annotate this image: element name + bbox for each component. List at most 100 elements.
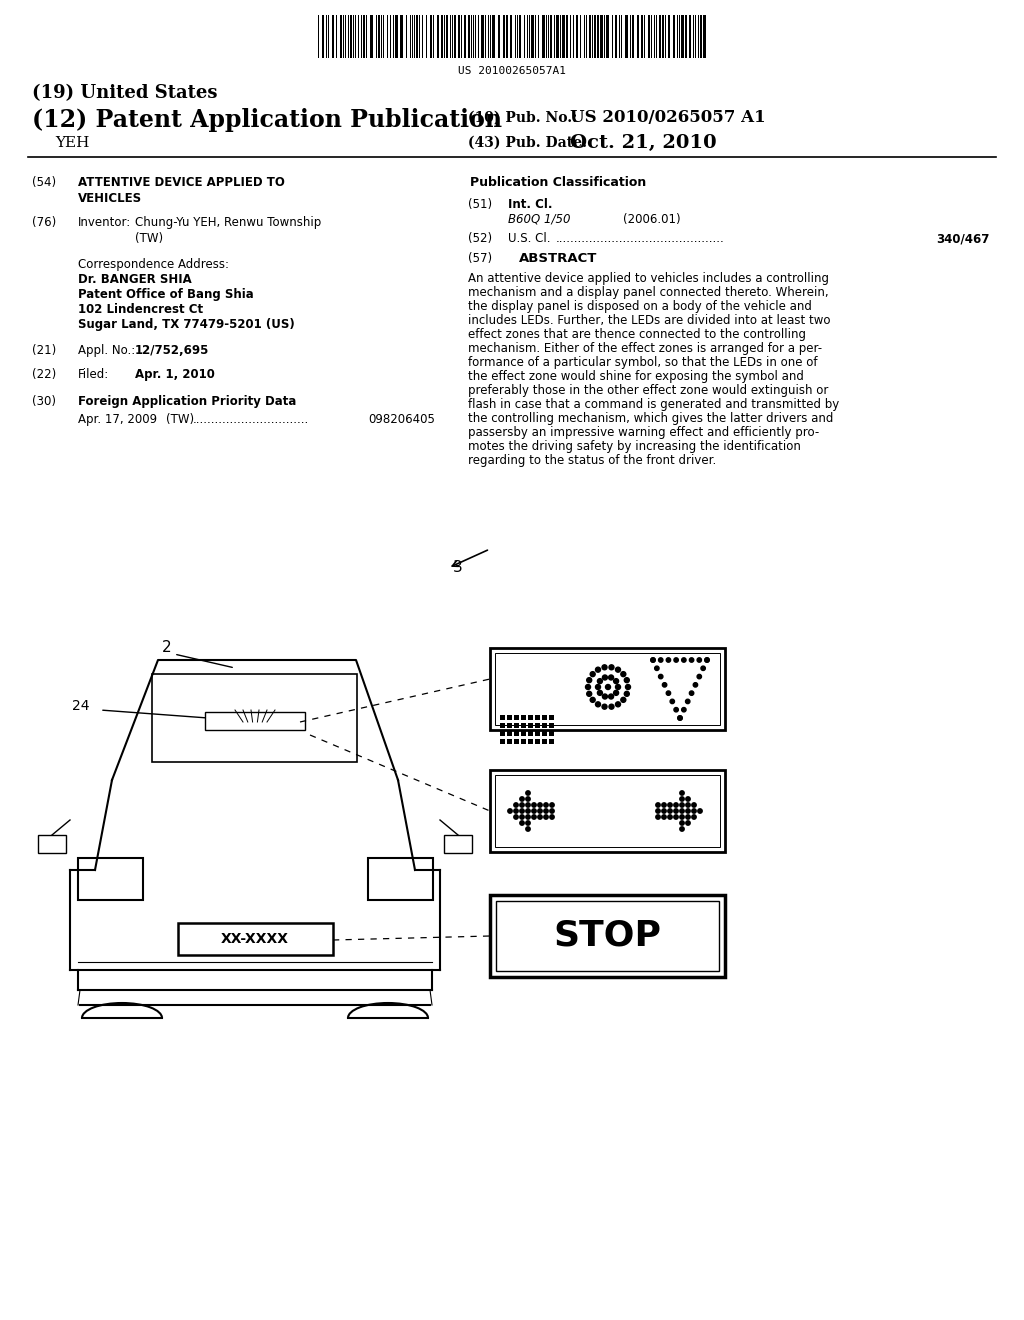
Text: (54): (54) — [32, 176, 56, 189]
Circle shape — [692, 814, 696, 820]
Circle shape — [520, 809, 524, 813]
Circle shape — [658, 675, 663, 678]
Circle shape — [538, 803, 542, 808]
Text: Correspondence Address:: Correspondence Address: — [78, 257, 229, 271]
Circle shape — [621, 672, 626, 677]
Text: (57): (57) — [468, 252, 493, 265]
Circle shape — [550, 803, 554, 808]
Bar — [549, 723, 554, 729]
Circle shape — [525, 821, 530, 825]
Text: Patent Office of Bang Shia: Patent Office of Bang Shia — [78, 288, 254, 301]
Circle shape — [615, 667, 621, 672]
Text: effect zones that are thence connected to the controlling: effect zones that are thence connected t… — [468, 327, 806, 341]
Bar — [38, 836, 66, 853]
Bar — [500, 731, 505, 737]
Bar — [542, 715, 547, 719]
Circle shape — [525, 791, 530, 795]
Bar — [503, 15, 505, 58]
Text: (22): (22) — [32, 368, 56, 381]
Circle shape — [596, 702, 600, 706]
Text: the effect zone would shine for exposing the symbol and: the effect zone would shine for exposing… — [468, 370, 804, 383]
Circle shape — [662, 803, 667, 808]
Circle shape — [508, 809, 512, 813]
Circle shape — [686, 809, 690, 813]
Bar — [178, 923, 333, 954]
Circle shape — [525, 809, 530, 813]
Circle shape — [520, 803, 524, 808]
Bar — [430, 15, 432, 58]
Circle shape — [685, 700, 690, 704]
Bar — [468, 15, 470, 58]
Text: 3: 3 — [453, 560, 463, 576]
Circle shape — [525, 826, 530, 832]
Text: B60Q 1/50: B60Q 1/50 — [508, 213, 570, 226]
Circle shape — [692, 803, 696, 808]
Circle shape — [520, 814, 524, 820]
Text: Dr. BANGER SHIA: Dr. BANGER SHIA — [78, 273, 191, 286]
Bar — [498, 15, 500, 58]
Circle shape — [680, 809, 684, 813]
Bar — [606, 15, 609, 58]
Circle shape — [655, 809, 660, 813]
Bar — [556, 15, 559, 58]
Text: Apr. 1, 2010: Apr. 1, 2010 — [135, 368, 215, 381]
Bar — [496, 902, 719, 972]
Circle shape — [625, 677, 630, 682]
Bar — [528, 723, 534, 729]
Text: U.S. Cl.: U.S. Cl. — [508, 232, 551, 246]
Circle shape — [608, 675, 613, 680]
Text: ATTENTIVE DEVICE APPLIED TO: ATTENTIVE DEVICE APPLIED TO — [78, 176, 285, 189]
Circle shape — [668, 803, 672, 808]
Text: (19) United States: (19) United States — [32, 84, 217, 102]
Circle shape — [674, 803, 678, 808]
Circle shape — [587, 692, 592, 697]
Bar — [703, 15, 706, 58]
Bar — [615, 15, 617, 58]
Circle shape — [655, 803, 660, 808]
Bar — [625, 15, 628, 58]
Bar — [400, 15, 403, 58]
Text: 24: 24 — [72, 700, 89, 713]
Circle shape — [686, 821, 690, 825]
Text: Oct. 21, 2010: Oct. 21, 2010 — [570, 135, 717, 152]
Text: (2006.01): (2006.01) — [623, 213, 681, 226]
Bar — [668, 15, 670, 58]
Text: (21): (21) — [32, 345, 56, 356]
Bar — [322, 15, 324, 58]
Circle shape — [689, 657, 694, 663]
Text: 2: 2 — [162, 640, 172, 656]
Text: Filed:: Filed: — [78, 368, 110, 381]
Bar — [500, 715, 505, 719]
Bar — [589, 15, 591, 58]
Text: Apr. 17, 2009: Apr. 17, 2009 — [78, 413, 157, 426]
Bar — [597, 15, 599, 58]
Circle shape — [693, 682, 697, 686]
Bar — [507, 715, 512, 719]
Bar — [600, 15, 603, 58]
Bar — [562, 15, 565, 58]
Circle shape — [670, 700, 675, 704]
Circle shape — [538, 814, 542, 820]
Circle shape — [520, 797, 524, 801]
Bar — [441, 15, 443, 58]
Text: flash in case that a command is generated and transmitted by: flash in case that a command is generate… — [468, 399, 840, 411]
Circle shape — [615, 685, 621, 689]
Bar — [464, 15, 466, 58]
Circle shape — [680, 797, 684, 801]
Text: formance of a particular symbol, so that the LEDs in one of: formance of a particular symbol, so that… — [468, 356, 817, 370]
Bar — [395, 15, 398, 58]
Bar — [659, 15, 662, 58]
Bar — [519, 15, 521, 58]
Text: (30): (30) — [32, 395, 56, 408]
Text: mechanism and a display panel connected thereto. Wherein,: mechanism and a display panel connected … — [468, 286, 828, 300]
Text: 102 Lindencrest Ct: 102 Lindencrest Ct — [78, 304, 203, 315]
Circle shape — [590, 697, 595, 702]
Text: (TW): (TW) — [166, 413, 195, 426]
Bar — [700, 15, 702, 58]
Circle shape — [613, 678, 618, 684]
Circle shape — [514, 814, 518, 820]
Circle shape — [662, 809, 667, 813]
Circle shape — [686, 803, 690, 808]
Circle shape — [678, 715, 682, 721]
Bar — [535, 731, 540, 737]
